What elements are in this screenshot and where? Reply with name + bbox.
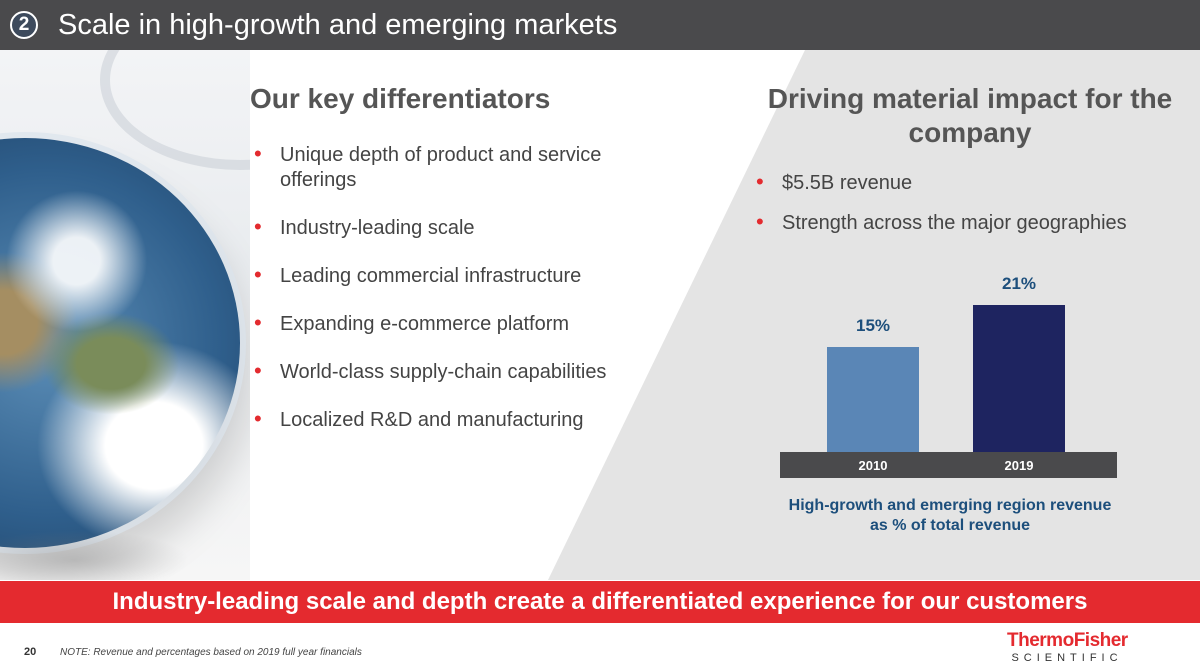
section-number-badge: 2 [10, 11, 38, 39]
petri-dish-icon [100, 50, 250, 170]
impact-list: $5.5B revenue Strength across the major … [756, 169, 1196, 251]
slide-title: Scale in high-growth and emerging market… [58, 9, 618, 41]
globe-image [0, 50, 250, 580]
globe-shadow [0, 530, 190, 580]
category-label-2010: 2010 [859, 458, 888, 473]
impact-heading: Driving material impact for the company [767, 83, 1173, 148]
value-label-2019: 21% [1002, 274, 1036, 293]
globe-icon [0, 138, 240, 548]
list-item: Leading commercial infrastructure [254, 262, 634, 289]
list-item: Industry-leading scale [254, 214, 634, 241]
category-label-2019: 2019 [1005, 458, 1034, 473]
value-label-2010: 15% [856, 316, 890, 335]
list-item: World-class supply-chain capabilities [254, 358, 634, 385]
thermo-fisher-logo: ThermoFisher SCIENTIFIC [1007, 630, 1128, 664]
differentiators-heading: Our key differentiators [250, 83, 551, 114]
revenue-bar-chart: 15% 21% 2010 2019 [780, 274, 1117, 478]
list-item: $5.5B revenue [756, 169, 1196, 196]
list-item: Expanding e-commerce platform [254, 310, 634, 337]
list-item: Unique depth of product and service offe… [254, 141, 634, 193]
bar-2010 [827, 347, 919, 452]
page-number: 20 [24, 646, 37, 658]
list-item: Strength across the major geographies [756, 209, 1196, 236]
header-bar: 2 Scale in high-growth and emerging mark… [0, 0, 1200, 50]
footer-banner: Industry-leading scale and depth create … [0, 581, 1200, 623]
footnote: NOTE: Revenue and percentages based on 2… [60, 647, 362, 658]
bar-2019 [973, 305, 1065, 452]
chart-caption: High-growth and emerging region revenue … [788, 497, 1112, 534]
list-item: Localized R&D and manufacturing [254, 406, 634, 433]
chart-baseline [780, 452, 1117, 478]
differentiators-list: Unique depth of product and service offe… [254, 141, 634, 456]
